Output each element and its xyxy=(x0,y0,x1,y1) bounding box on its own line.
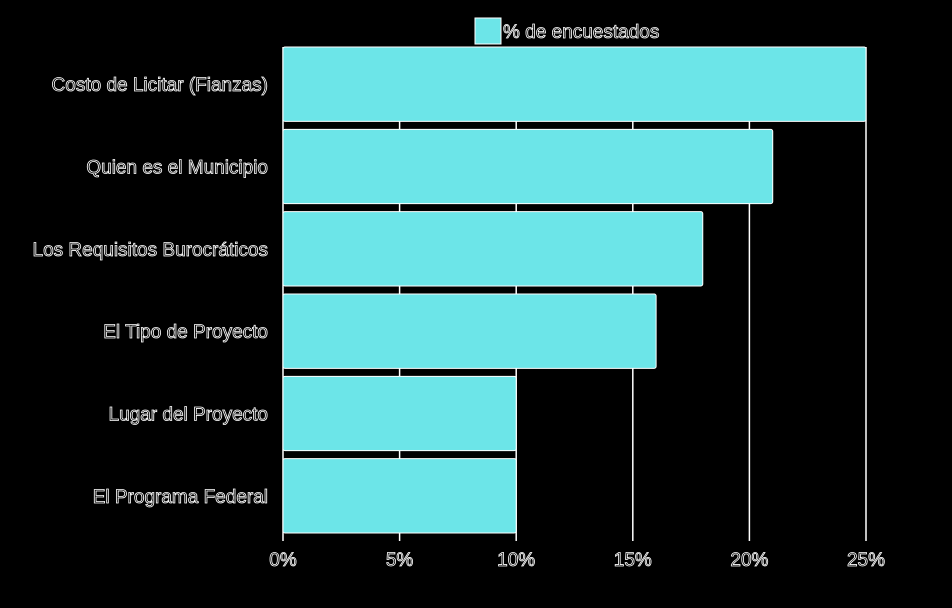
bar xyxy=(282,128,774,205)
category-label: El Tipo de Proyecto xyxy=(103,322,268,343)
legend-swatch xyxy=(474,17,502,45)
bar xyxy=(282,46,867,122)
legend: % de encuestados xyxy=(474,17,660,45)
x-tick-label: 15% xyxy=(614,550,652,571)
legend-label: % de encuestados xyxy=(503,22,659,43)
bar xyxy=(282,293,657,369)
x-tick-label: 0% xyxy=(269,550,297,571)
bar xyxy=(282,458,517,534)
bar xyxy=(282,375,517,452)
category-labels: Costo de Licitar (Fianzas) Quien es el Mu… xyxy=(32,75,269,508)
category-label: Costo de Licitar (Fianzas) xyxy=(52,75,268,96)
bars xyxy=(282,46,867,534)
x-tick-labels: 0% 5% 10% 15% 20% 25% xyxy=(269,550,886,572)
category-label: Los Requisitos Burocráticos xyxy=(33,240,269,261)
x-tick-label: 5% xyxy=(386,550,414,571)
x-tick-label: 20% xyxy=(730,550,768,571)
category-label: Lugar del Proyecto xyxy=(109,405,269,426)
bar xyxy=(282,211,704,287)
category-label: Quien es el Municipio xyxy=(86,158,268,179)
x-tick-label: 10% xyxy=(497,550,535,571)
category-label: El Programa Federal xyxy=(93,487,268,508)
x-tick-label: 25% xyxy=(847,550,885,571)
